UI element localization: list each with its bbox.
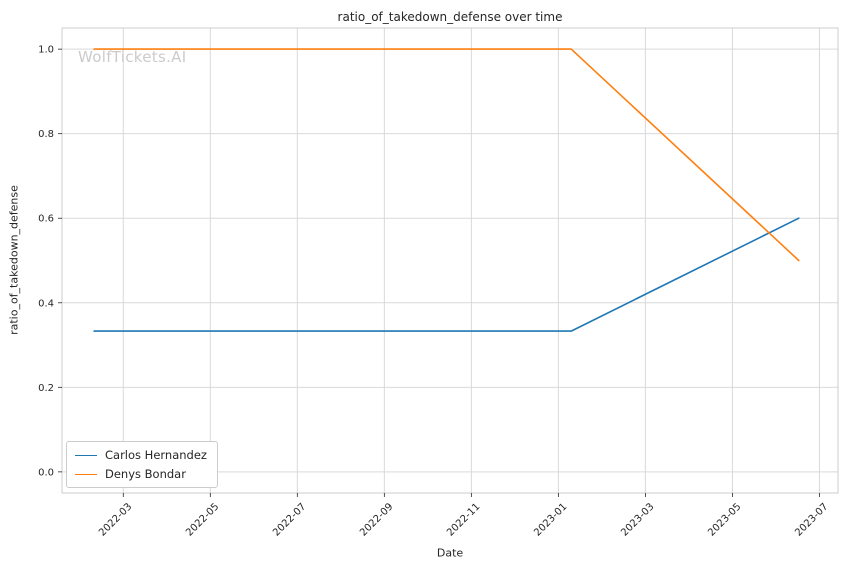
tick-marks [58,48,820,497]
x-tick-label: 2023-01 [532,501,569,538]
y-tick-label: 0.6 [38,214,54,225]
x-tick-labels: 2022-03 2022-05 2022-07 2022-09 2022-11 2023-… [97,501,830,538]
series-line [93,48,800,262]
gridlines [62,28,838,493]
x-tick-label: 2022-03 [97,501,134,538]
x-tick-label: 2023-07 [793,501,830,538]
y-tick-label: 1.0 [38,45,54,56]
x-tick-label: 2022-07 [271,501,308,538]
legend-item: Denys Bondar [75,467,207,481]
legend: Carlos Hernandez Denys Bondar [66,441,218,488]
chart-title: ratio_of_takedown_defense over time [337,10,563,24]
x-axis-label: Date [436,546,464,560]
y-tick-label: 0.0 [38,467,54,478]
x-tick-label: 2023-03 [619,501,656,538]
legend-line-sample [75,473,97,475]
y-tick-labels: 0.0 0.2 0.4 0.6 0.8 1.0 [38,45,54,479]
x-tick-label: 2022-09 [358,501,395,538]
x-tick-label: 2022-11 [445,501,482,538]
legend-line-sample [75,454,97,456]
y-tick-label: 0.8 [38,129,54,140]
y-tick-label: 0.4 [38,298,54,309]
y-tick-label: 0.2 [38,383,54,394]
x-tick-label: 2023-05 [706,501,743,538]
axes-spines [61,27,839,494]
series-lines [93,48,800,332]
legend-label: Carlos Hernandez [105,448,207,462]
x-tick-label: 2022-05 [184,501,221,538]
legend-label: Denys Bondar [105,467,186,481]
series-line [93,217,800,332]
legend-item: Carlos Hernandez [75,448,207,462]
